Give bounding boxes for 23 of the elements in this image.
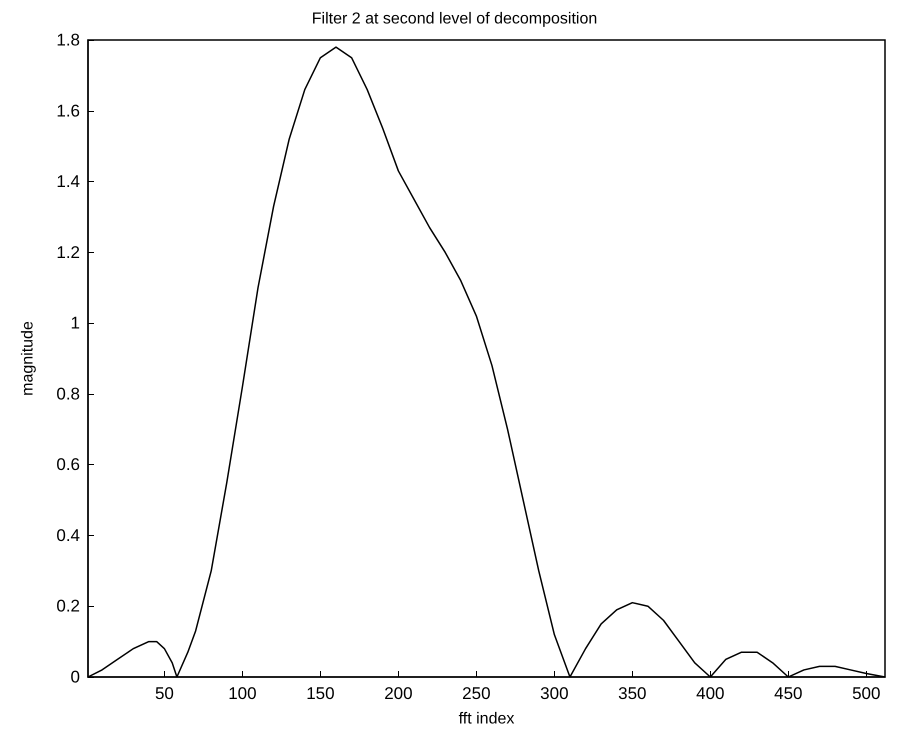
x-tick-label: 400 [696, 684, 725, 703]
x-tick-label: 450 [774, 684, 802, 703]
y-tick-label: 1.8 [56, 30, 80, 50]
x-tick-label: 100 [228, 684, 257, 703]
y-tick-label: 0.4 [56, 526, 80, 545]
x-tick-label: 200 [384, 684, 413, 703]
y-tick-label: 1.2 [56, 242, 80, 262]
x-tick-label: 350 [618, 684, 647, 703]
y-tick-label: 1.4 [56, 172, 80, 192]
x-tick-label: 300 [540, 684, 569, 703]
y-axis-title: magnitude [20, 321, 36, 396]
x-tick-label: 150 [306, 684, 335, 703]
x-tick-label: 250 [462, 684, 491, 703]
chart-title: Filter 2 at second level of decomposition [312, 10, 598, 28]
x-axis-title: fft index [458, 710, 514, 728]
x-tick-label: 500 [852, 684, 880, 703]
y-tick-label: 0 [70, 668, 80, 686]
y-tick-label: 1 [70, 314, 80, 333]
y-tick-label: 0.2 [56, 596, 80, 616]
y-tick-label: 0.6 [56, 455, 80, 474]
y-tick-label: 0.8 [56, 384, 80, 404]
y-tick-label: 1.6 [56, 101, 80, 120]
x-tick-label: 50 [154, 684, 174, 703]
